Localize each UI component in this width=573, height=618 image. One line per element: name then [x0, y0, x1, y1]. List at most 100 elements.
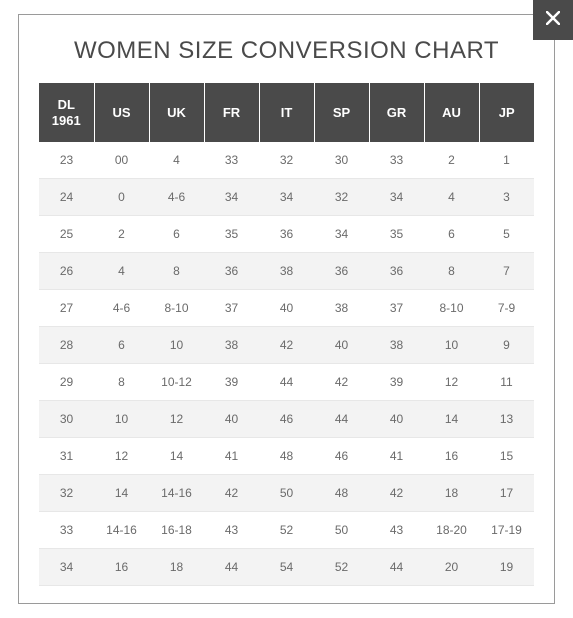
table-cell: 10 — [149, 327, 204, 364]
table-cell: 50 — [259, 475, 314, 512]
table-cell: 29 — [39, 364, 94, 401]
table-row: 3314-1616-184352504318-2017-19 — [39, 512, 534, 549]
table-cell: 23 — [39, 142, 94, 179]
column-header: AU — [424, 83, 479, 142]
table-cell: 50 — [314, 512, 369, 549]
table-cell: 30 — [39, 401, 94, 438]
table-cell: 35 — [369, 216, 424, 253]
table-cell: 40 — [314, 327, 369, 364]
table-cell: 8 — [94, 364, 149, 401]
table-cell: 54 — [259, 549, 314, 586]
table-cell: 14 — [424, 401, 479, 438]
table-cell: 20 — [424, 549, 479, 586]
table-cell: 4-6 — [149, 179, 204, 216]
table-cell: 10-12 — [149, 364, 204, 401]
table-cell: 17-19 — [479, 512, 534, 549]
table-cell: 9 — [479, 327, 534, 364]
table-row: 2861038424038109 — [39, 327, 534, 364]
table-cell: 10 — [94, 401, 149, 438]
table-row: 2404-63434323443 — [39, 179, 534, 216]
table-cell: 37 — [369, 290, 424, 327]
table-cell: 43 — [369, 512, 424, 549]
table-cell: 30 — [314, 142, 369, 179]
table-cell: 38 — [204, 327, 259, 364]
table-cell: 44 — [314, 401, 369, 438]
table-cell: 6 — [94, 327, 149, 364]
table-cell: 8 — [424, 253, 479, 290]
table-cell: 7-9 — [479, 290, 534, 327]
table-cell: 4 — [424, 179, 479, 216]
column-header: FR — [204, 83, 259, 142]
table-cell: 24 — [39, 179, 94, 216]
table-cell: 7 — [479, 253, 534, 290]
table-cell: 19 — [479, 549, 534, 586]
column-header: GR — [369, 83, 424, 142]
table-cell: 33 — [39, 512, 94, 549]
table-cell: 42 — [314, 364, 369, 401]
column-header: UK — [149, 83, 204, 142]
table-cell: 18 — [424, 475, 479, 512]
table-cell: 36 — [314, 253, 369, 290]
table-cell: 16-18 — [149, 512, 204, 549]
column-header: JP — [479, 83, 534, 142]
table-cell: 1 — [479, 142, 534, 179]
table-cell: 14 — [94, 475, 149, 512]
table-cell: 34 — [204, 179, 259, 216]
table-cell: 34 — [314, 216, 369, 253]
table-cell: 42 — [204, 475, 259, 512]
table-cell: 37 — [204, 290, 259, 327]
table-cell: 38 — [259, 253, 314, 290]
table-cell: 48 — [259, 438, 314, 475]
table-cell: 6 — [424, 216, 479, 253]
table-cell: 39 — [204, 364, 259, 401]
table-cell: 4-6 — [94, 290, 149, 327]
table-cell: 48 — [314, 475, 369, 512]
table-cell: 42 — [259, 327, 314, 364]
table-cell: 46 — [314, 438, 369, 475]
table-row: 25263536343565 — [39, 216, 534, 253]
table-cell: 32 — [314, 179, 369, 216]
size-chart-panel: WOMEN SIZE CONVERSION CHART DL1961USUKFR… — [18, 14, 555, 604]
table-cell: 25 — [39, 216, 94, 253]
table-row: 311214414846411615 — [39, 438, 534, 475]
table-cell: 6 — [149, 216, 204, 253]
table-cell: 15 — [479, 438, 534, 475]
table-cell: 26 — [39, 253, 94, 290]
table-cell: 42 — [369, 475, 424, 512]
table-cell: 44 — [204, 549, 259, 586]
table-cell: 16 — [424, 438, 479, 475]
table-cell: 27 — [39, 290, 94, 327]
table-cell: 40 — [259, 290, 314, 327]
table-cell: 2 — [94, 216, 149, 253]
table-cell: 36 — [204, 253, 259, 290]
table-cell: 8 — [149, 253, 204, 290]
table-cell: 36 — [259, 216, 314, 253]
table-cell: 32 — [259, 142, 314, 179]
column-header: DL1961 — [39, 83, 94, 142]
table-cell: 0 — [94, 179, 149, 216]
close-icon — [546, 11, 560, 30]
table-cell: 00 — [94, 142, 149, 179]
table-cell: 14-16 — [149, 475, 204, 512]
size-conversion-table: DL1961USUKFRITSPGRAUJP 23004333230332124… — [39, 83, 534, 586]
table-cell: 3 — [479, 179, 534, 216]
table-cell: 41 — [369, 438, 424, 475]
table-cell: 14 — [149, 438, 204, 475]
table-cell: 33 — [369, 142, 424, 179]
table-cell: 12 — [424, 364, 479, 401]
table-row: 26483638363687 — [39, 253, 534, 290]
column-header: SP — [314, 83, 369, 142]
table-cell: 35 — [204, 216, 259, 253]
table-cell: 52 — [259, 512, 314, 549]
close-button[interactable] — [533, 0, 573, 40]
table-cell: 41 — [204, 438, 259, 475]
table-cell: 16 — [94, 549, 149, 586]
table-cell: 39 — [369, 364, 424, 401]
table-cell: 43 — [204, 512, 259, 549]
table-cell: 40 — [369, 401, 424, 438]
table-cell: 44 — [369, 549, 424, 586]
table-cell: 8-10 — [149, 290, 204, 327]
table-cell: 2 — [424, 142, 479, 179]
chart-title: WOMEN SIZE CONVERSION CHART — [39, 37, 534, 65]
table-row: 274-68-10374038378-107-9 — [39, 290, 534, 327]
